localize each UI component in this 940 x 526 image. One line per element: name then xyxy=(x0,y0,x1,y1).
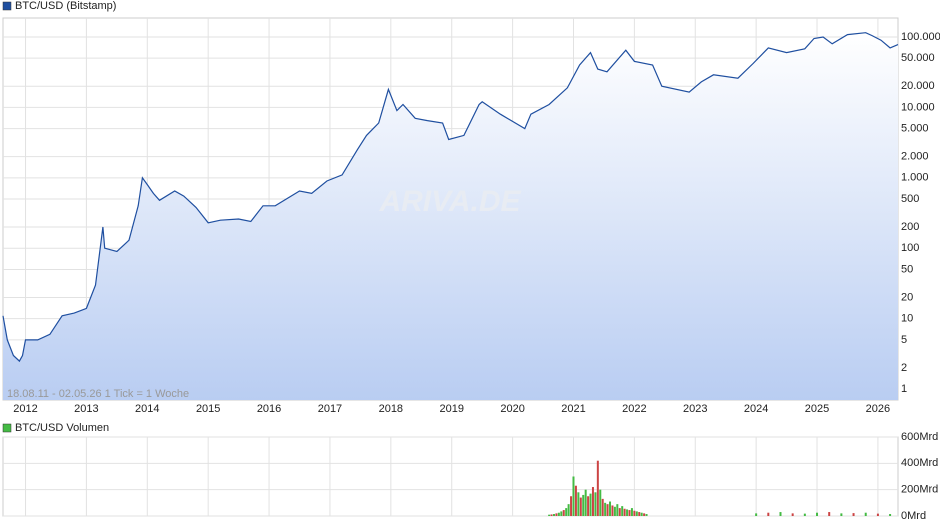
legend-swatch xyxy=(2,1,12,11)
volume-bar xyxy=(876,513,879,516)
y-tick-label: 10.000 xyxy=(901,101,935,113)
x-tick-label: 2016 xyxy=(257,403,281,415)
volume-bar xyxy=(553,514,556,516)
x-tick-label: 2024 xyxy=(744,403,768,415)
volume-bar xyxy=(864,512,867,516)
x-tick-label: 2014 xyxy=(135,403,159,415)
y-tick-label: 0Mrd xyxy=(901,510,926,522)
volume-bar xyxy=(582,494,585,516)
volume-bar xyxy=(643,513,646,516)
x-tick-label: 2020 xyxy=(500,403,524,415)
volume-bar xyxy=(555,513,558,516)
volume-bar xyxy=(623,508,626,516)
y-tick-label: 50 xyxy=(901,263,913,275)
volume-bar xyxy=(604,502,607,516)
x-tick-label: 2026 xyxy=(866,403,890,415)
x-tick-label: 2015 xyxy=(196,403,220,415)
volume-bar xyxy=(565,508,568,516)
plot-frame xyxy=(2,436,899,517)
x-tick-label: 2017 xyxy=(318,403,342,415)
y-tick-label: 2.000 xyxy=(901,151,929,163)
volume-bar xyxy=(609,501,612,516)
volume-bar xyxy=(589,493,592,516)
legend-label: BTC/USD (Bitstamp) xyxy=(15,0,116,12)
y-tick-label: 100 xyxy=(901,242,919,254)
volume-bar xyxy=(601,498,604,516)
volume-bar xyxy=(557,512,560,516)
y-tick-label: 200Mrd xyxy=(901,484,938,496)
watermark: ARIVA.DE xyxy=(378,185,521,218)
y-tick-label: 1 xyxy=(901,383,907,395)
y-tick-label: 600Mrd xyxy=(901,431,938,443)
legend-label: BTC/USD Volumen xyxy=(15,422,109,434)
volume-bar xyxy=(567,504,570,516)
volume-bar xyxy=(618,508,621,516)
x-tick-label: 2022 xyxy=(622,403,646,415)
volume-bar xyxy=(599,489,602,516)
y-tick-label: 100.000 xyxy=(901,31,940,43)
y-tick-label: 400Mrd xyxy=(901,457,938,469)
volume-bar xyxy=(635,511,638,516)
x-tick-label: 2025 xyxy=(805,403,829,415)
area xyxy=(3,32,898,400)
volume-bar xyxy=(626,509,629,516)
volume-bar xyxy=(630,508,633,516)
volume-bar xyxy=(572,476,575,516)
annotation: 18.08.11 - 02.05.26 1 Tick = 1 Woche xyxy=(7,388,189,400)
volume-bar xyxy=(606,504,609,516)
volume-bar xyxy=(840,513,843,516)
x-tick-label: 2018 xyxy=(379,403,403,415)
x-tick-label: 2023 xyxy=(683,403,707,415)
volume-bar xyxy=(574,485,577,516)
y-tick-label: 10 xyxy=(901,313,913,325)
volume-bar xyxy=(755,513,758,516)
volume-bar xyxy=(591,487,594,516)
y-tick-label: 1.000 xyxy=(901,172,929,184)
y-tick-label: 200 xyxy=(901,221,919,233)
volume-bar xyxy=(767,512,770,516)
volume-bar xyxy=(584,489,587,516)
y-tick-label: 500 xyxy=(901,193,919,205)
y-tick-label: 2 xyxy=(901,362,907,374)
volume-bar xyxy=(611,505,614,516)
volume-bar xyxy=(577,492,580,516)
volume-bar xyxy=(548,514,551,516)
volume-bar xyxy=(570,496,573,516)
volume-bar xyxy=(640,512,643,516)
volume-bar xyxy=(628,510,631,516)
legend-swatch xyxy=(2,423,12,433)
x-tick-label: 2013 xyxy=(74,403,98,415)
x-tick-label: 2019 xyxy=(439,403,463,415)
volume-bar xyxy=(852,513,855,516)
volume-bar xyxy=(621,506,624,516)
volume-bar xyxy=(816,512,819,516)
volume-bar xyxy=(616,504,619,516)
volume-bar xyxy=(645,514,648,516)
volume-bar xyxy=(550,514,553,516)
volume-bar xyxy=(791,513,794,516)
y-tick-label: 5.000 xyxy=(901,123,929,135)
volume-bar xyxy=(779,512,782,516)
volume-bar xyxy=(596,460,599,516)
x-tick-label: 2012 xyxy=(13,403,37,415)
volume-bar xyxy=(803,513,806,516)
y-tick-label: 20.000 xyxy=(901,80,935,92)
volume-bar xyxy=(579,497,582,516)
price-line xyxy=(2,32,899,363)
y-tick-label: 20 xyxy=(901,291,913,303)
volume-bar xyxy=(638,512,641,516)
x-tick-label: 2021 xyxy=(561,403,585,415)
y-tick-label: 5 xyxy=(901,334,907,346)
volume-bar xyxy=(889,514,892,516)
volume-bar xyxy=(633,510,636,516)
volume-bar xyxy=(613,506,616,516)
volume-bar xyxy=(594,492,597,516)
volume-bar xyxy=(560,511,563,516)
volume-bar xyxy=(828,512,831,516)
volume-bar xyxy=(587,496,590,516)
y-tick-label: 50.000 xyxy=(901,52,935,64)
volume-bar xyxy=(562,510,565,516)
